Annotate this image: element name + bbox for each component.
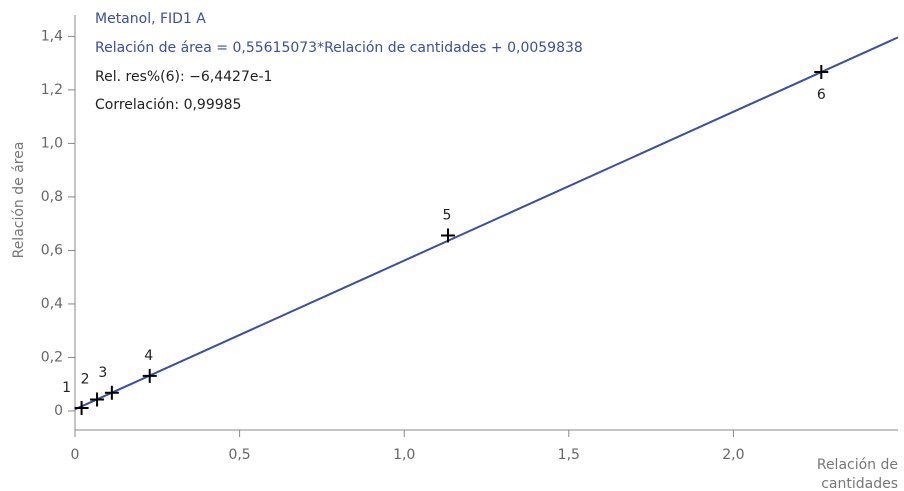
data-point — [814, 64, 829, 79]
data-point — [104, 385, 119, 400]
point-label: 2 — [81, 371, 90, 387]
data-point — [142, 368, 157, 383]
x-axis-label: Relación de — [817, 457, 898, 473]
x-tick-label: 1,5 — [558, 447, 580, 463]
annotation: Correlación: 0,99985 — [95, 97, 241, 113]
point-label: 5 — [443, 207, 452, 223]
data-point — [90, 392, 105, 407]
point-label: 4 — [144, 348, 153, 364]
fit-line — [74, 36, 899, 411]
y-tick-label: 0,4 — [41, 296, 63, 312]
data-point — [440, 228, 455, 243]
y-tick-label: 1,0 — [41, 135, 63, 151]
y-tick-label: 1,4 — [41, 28, 63, 44]
chart-title: Metanol, FID1 A — [95, 11, 206, 27]
y-tick-label: 0,8 — [41, 189, 63, 205]
point-label: 6 — [817, 87, 826, 103]
annotation: Rel. res%(6): −6,4427e-1 — [95, 69, 272, 85]
x-tick-label: 2,0 — [722, 447, 744, 463]
x-tick-label: 0 — [71, 447, 80, 463]
x-tick-label: 0,5 — [228, 447, 250, 463]
equation: Relación de área = 0,55615073*Relación d… — [95, 40, 583, 56]
y-tick-label: 1,2 — [41, 82, 63, 98]
y-tick-label: 0,2 — [41, 349, 63, 365]
y-axis-label: Relación de área — [11, 142, 27, 259]
point-label: 3 — [98, 365, 107, 381]
y-tick-label: 0 — [54, 403, 63, 419]
point-label: 1 — [62, 380, 71, 396]
data-point — [74, 401, 89, 416]
y-tick-label: 0,6 — [41, 242, 63, 258]
x-axis-label: cantidades — [821, 476, 898, 491]
x-tick-label: 1,0 — [393, 447, 415, 463]
